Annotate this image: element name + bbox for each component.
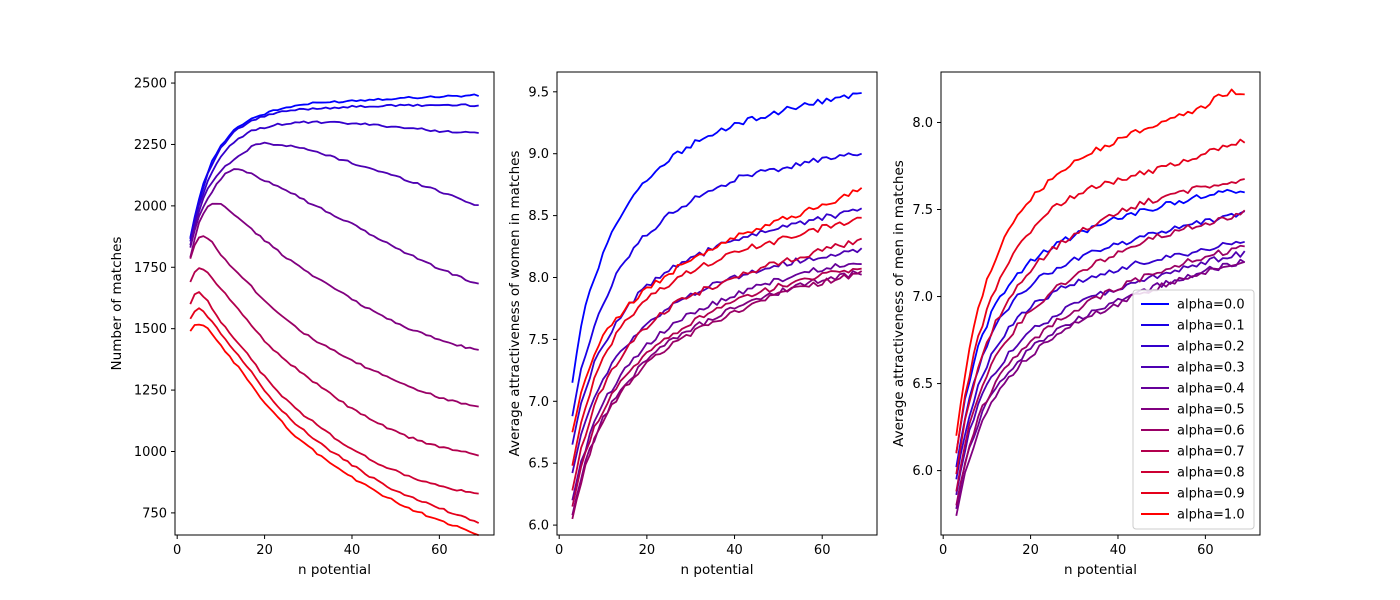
panel-women-attractiveness-y-axis-label: Average attractiveness of women in match… bbox=[507, 151, 523, 457]
y-tick-label: 8.0 bbox=[528, 271, 549, 286]
series-line-alpha-0_4 bbox=[571, 262, 862, 501]
series-line-alpha-1_0 bbox=[571, 187, 863, 433]
y-tick-label: 6.5 bbox=[912, 377, 933, 392]
y-tick-label: 1000 bbox=[134, 445, 167, 460]
series-line-alpha-0_3 bbox=[571, 247, 863, 474]
panel-men-attractiveness-x-axis-label: n potential bbox=[1064, 562, 1137, 578]
legend-label: alpha=0.0 bbox=[1177, 298, 1245, 313]
series-line-alpha-0_2 bbox=[955, 240, 1245, 480]
x-tick-label: 0 bbox=[173, 543, 181, 558]
series-line-alpha-0_4 bbox=[955, 258, 1246, 510]
legend-label: alpha=0.8 bbox=[1177, 466, 1245, 481]
panel-matches: 0 20 40 60 750 1000 1250 1500 1750 2000 2250 2500 n… bbox=[109, 71, 495, 578]
y-tick-label: 8.0 bbox=[912, 116, 933, 131]
series-line-alpha-0_9 bbox=[955, 138, 1246, 454]
series-line-alpha-0_2 bbox=[189, 120, 479, 242]
x-tick-label: 20 bbox=[256, 543, 273, 558]
series-line-alpha-0_9 bbox=[571, 216, 862, 466]
x-tick-label: 60 bbox=[1197, 543, 1214, 558]
series-line-alpha-1_0 bbox=[955, 88, 1245, 436]
y-tick-label: 6.0 bbox=[912, 464, 933, 479]
series-line-alpha-0_6 bbox=[189, 235, 479, 408]
series-line-alpha-0_3 bbox=[955, 250, 1246, 496]
legend-label: alpha=0.2 bbox=[1177, 340, 1245, 355]
y-tick-label: 6.5 bbox=[528, 457, 549, 472]
series-line-alpha-0_8 bbox=[955, 178, 1245, 475]
panel-matches-x-axis-label: n potential bbox=[298, 562, 371, 578]
legend-label: alpha=0.4 bbox=[1177, 382, 1245, 397]
series-line-alpha-0_1 bbox=[189, 103, 479, 240]
x-tick-label: 20 bbox=[1022, 543, 1039, 558]
panel-matches-ticks: 0 20 40 60 750 1000 1250 1500 1750 2000 2250 2500 bbox=[134, 77, 448, 558]
panel-men-attractiveness-lines bbox=[955, 88, 1246, 517]
series-line-alpha-0_1 bbox=[571, 152, 862, 417]
panel-matches-lines bbox=[189, 93, 480, 537]
series-line-alpha-0_1 bbox=[955, 210, 1246, 468]
panel-men-attractiveness-frame bbox=[940, 71, 1261, 536]
y-tick-label: 8.5 bbox=[528, 209, 549, 224]
series-line-alpha-0_0 bbox=[955, 188, 1245, 454]
series-line-alpha-1_0 bbox=[189, 323, 480, 537]
panel-women-attractiveness: 0 20 40 60 6.0 6.5 7.0 7.5 8.0 8.5 9.0 9.5 n potent… bbox=[507, 71, 878, 578]
y-tick-label: 1500 bbox=[134, 322, 167, 337]
legend-label: alpha=0.9 bbox=[1177, 487, 1245, 502]
series-line-alpha-0_6 bbox=[955, 244, 1245, 506]
y-tick-label: 7.0 bbox=[912, 290, 933, 305]
series-line-alpha-0_0 bbox=[189, 93, 480, 238]
x-tick-label: 0 bbox=[939, 543, 947, 558]
legend-label: alpha=0.7 bbox=[1177, 445, 1245, 460]
y-tick-label: 7.5 bbox=[912, 203, 933, 218]
y-tick-label: 9.5 bbox=[528, 85, 549, 100]
series-line-alpha-0_3 bbox=[189, 141, 479, 246]
x-tick-label: 60 bbox=[814, 543, 831, 558]
legend: alpha=0.0 alpha=0.1 alpha=0.2 alpha=0.3 alph… bbox=[1132, 289, 1255, 530]
series-line-alpha-0_8 bbox=[189, 291, 479, 495]
panel-matches-y-axis-label: Number of matches bbox=[109, 237, 125, 371]
y-tick-label: 2000 bbox=[134, 199, 167, 214]
series-line-alpha-0_7 bbox=[571, 267, 862, 507]
x-tick-label: 40 bbox=[726, 543, 743, 558]
series-line-alpha-0_7 bbox=[189, 267, 479, 457]
y-tick-label: 1250 bbox=[134, 384, 167, 399]
legend-label: alpha=0.3 bbox=[1177, 361, 1245, 376]
y-tick-label: 7.0 bbox=[528, 395, 549, 410]
x-tick-label: 40 bbox=[344, 543, 361, 558]
panel-men-attractiveness-y-axis-label: Average attractiveness of men in matches bbox=[891, 160, 907, 447]
y-tick-label: 9.0 bbox=[528, 147, 549, 162]
x-tick-label: 0 bbox=[555, 543, 563, 558]
legend-label: alpha=0.5 bbox=[1177, 403, 1245, 418]
panel-matches-frame bbox=[174, 71, 495, 536]
series-line-alpha-0_2 bbox=[571, 207, 863, 445]
series-line-alpha-0_4 bbox=[189, 168, 479, 285]
panel-men-attractiveness: 0 20 40 60 6.0 6.5 7.0 7.5 8.0 n potential Avera… bbox=[891, 71, 1261, 578]
y-tick-label: 1750 bbox=[134, 261, 167, 276]
series-line-alpha-0_8 bbox=[571, 237, 862, 491]
panel-women-attractiveness-frame bbox=[556, 71, 878, 536]
y-tick-label: 750 bbox=[142, 506, 167, 521]
x-tick-label: 40 bbox=[1110, 543, 1127, 558]
series-line-alpha-0_9 bbox=[189, 307, 480, 524]
x-tick-label: 20 bbox=[639, 543, 656, 558]
y-tick-label: 7.5 bbox=[528, 333, 549, 348]
series-line-alpha-0_5 bbox=[955, 261, 1245, 517]
legend-label: alpha=0.1 bbox=[1177, 319, 1245, 334]
panel-women-attractiveness-ticks: 0 20 40 60 6.0 6.5 7.0 7.5 8.0 8.5 9.0 9.5 bbox=[528, 85, 830, 558]
y-tick-label: 2250 bbox=[134, 138, 167, 153]
legend-label: alpha=0.6 bbox=[1177, 424, 1245, 439]
panel-women-attractiveness-x-axis-label: n potential bbox=[681, 562, 754, 578]
panel-women-attractiveness-lines bbox=[571, 92, 863, 520]
panel-men-attractiveness-ticks: 0 20 40 60 6.0 6.5 7.0 7.5 8.0 bbox=[912, 116, 1213, 558]
series-line-alpha-0_7 bbox=[955, 209, 1246, 492]
series-line-alpha-0_0 bbox=[571, 92, 862, 383]
legend-box bbox=[1132, 289, 1255, 530]
y-tick-label: 2500 bbox=[134, 77, 167, 92]
y-tick-label: 6.0 bbox=[528, 519, 549, 534]
series-line-alpha-0_5 bbox=[189, 202, 479, 351]
legend-label: alpha=1.0 bbox=[1177, 508, 1245, 523]
x-tick-label: 60 bbox=[431, 543, 448, 558]
series-line-alpha-0_6 bbox=[571, 270, 863, 520]
